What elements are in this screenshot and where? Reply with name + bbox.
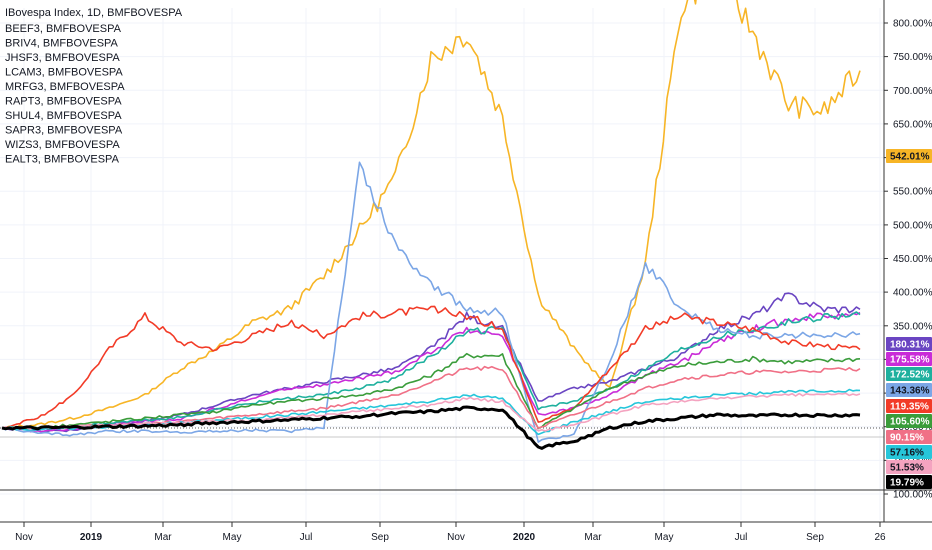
last-value-label: 90.15%	[890, 433, 924, 444]
legend-entry[interactable]: MRFG3, BMFBOVESPA	[5, 81, 125, 93]
y-tick-label: 650.00%	[893, 119, 932, 130]
x-tick-label: Nov	[447, 532, 465, 543]
last-value-badge	[886, 383, 932, 397]
last-value-label: 19.79%	[890, 478, 924, 489]
x-tick-label: 26	[874, 532, 886, 543]
series-line[interactable]	[1, 0, 861, 429]
x-tick-label: 2019	[80, 532, 103, 543]
legend-entry[interactable]: BEEF3, BMFBOVESPA	[5, 23, 122, 35]
last-value-label: 51.53%	[890, 463, 924, 474]
last-value-badge	[886, 460, 932, 474]
last-value-badge	[886, 367, 932, 381]
series-line[interactable]	[1, 311, 861, 431]
last-value-label: 143.36%	[890, 386, 930, 397]
y-tick-label: 700.00%	[893, 86, 932, 97]
last-value-badge	[886, 352, 932, 366]
legend-entry[interactable]: JHSF3, BMFBOVESPA	[5, 52, 120, 64]
last-value-badge	[886, 430, 932, 444]
x-tick-label: Sep	[806, 532, 824, 543]
legend-entry[interactable]: BRIV4, BMFBOVESPA	[5, 38, 119, 50]
last-value-badge	[886, 445, 932, 459]
x-tick-label: May	[655, 532, 674, 543]
y-tick-label: 750.00%	[893, 52, 932, 63]
series-line[interactable]	[1, 392, 861, 432]
legend-entry[interactable]: SAPR3, BMFBOVESPA	[5, 125, 123, 137]
series-line[interactable]	[1, 352, 861, 430]
legend-entry[interactable]: WIZS3, BMFBOVESPA	[5, 139, 120, 151]
x-tick-label: May	[223, 532, 242, 543]
series-line[interactable]	[1, 405, 861, 450]
legend-entry[interactable]: EALT3, BMFBOVESPA	[5, 154, 120, 166]
last-value-label: 119.35%	[890, 402, 929, 413]
series-line[interactable]	[1, 311, 861, 433]
y-tick-label: 350.00%	[893, 321, 932, 332]
y-tick-label: 550.00%	[893, 187, 932, 198]
x-tick-label: Mar	[154, 532, 172, 543]
chart-title: IBovespa Index, 1D, BMFBOVESPA	[5, 7, 183, 19]
y-tick-label: 500.00%	[893, 220, 932, 231]
series-line[interactable]	[1, 305, 861, 429]
last-value-label: 542.01%	[890, 152, 930, 163]
last-value-label: 180.31%	[890, 340, 930, 351]
x-tick-label: Sep	[371, 532, 389, 543]
legend-entry[interactable]: SHUL4, BMFBOVESPA	[5, 110, 122, 122]
y-tick-label: 800.00%	[893, 19, 932, 30]
y-tick-label: 450.00%	[893, 254, 932, 265]
legend-entry[interactable]: LCAM3, BMFBOVESPA	[5, 67, 123, 79]
last-value-label: 172.52%	[890, 370, 930, 381]
y-tick-label: 100.00%	[893, 490, 932, 501]
y-tick-label: 400.00%	[893, 288, 932, 299]
x-tick-label: Mar	[584, 532, 602, 543]
x-tick-label: 2020	[513, 532, 536, 543]
last-value-badge	[886, 475, 932, 489]
x-tick-label: Nov	[15, 532, 33, 543]
legend-entry[interactable]: RAPT3, BMFBOVESPA	[5, 96, 122, 108]
last-value-label: 175.58%	[890, 355, 930, 366]
series-line[interactable]	[1, 161, 861, 443]
last-value-badge	[886, 399, 932, 413]
last-value-badge	[886, 337, 932, 351]
x-tick-label: Jul	[300, 532, 313, 543]
last-value-badge	[886, 414, 932, 428]
x-tick-label: Jul	[735, 532, 748, 543]
last-value-label: 105.60%	[890, 417, 930, 428]
last-value-badge	[886, 149, 932, 163]
last-value-label: 57.16%	[890, 448, 924, 459]
